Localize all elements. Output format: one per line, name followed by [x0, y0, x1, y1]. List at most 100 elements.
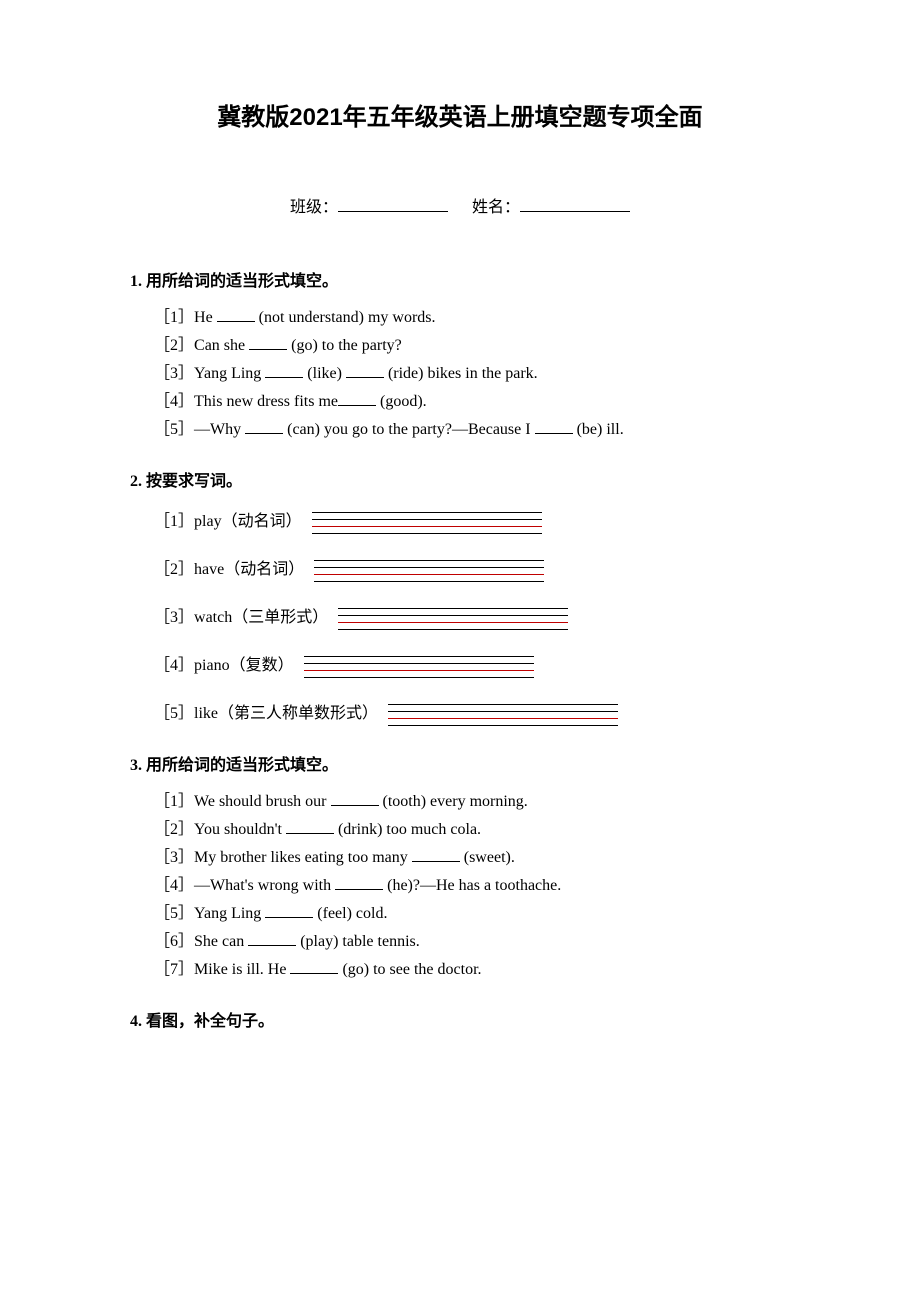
answer-lines[interactable] [314, 554, 544, 582]
item-label: play（动名词） [194, 513, 302, 530]
item-text: —What's wrong with [194, 877, 335, 894]
s3-item-7: ［7］Mike is ill. He (go) to see the docto… [130, 958, 790, 982]
fill-blank[interactable] [290, 960, 338, 974]
item-number: ［5］ [154, 905, 194, 922]
fill-blank[interactable] [265, 904, 313, 918]
underline [304, 671, 534, 678]
underline [388, 705, 618, 712]
section-2-heading: 2. 按要求写词。 [130, 470, 790, 494]
item-text: (like) [303, 365, 346, 382]
underline [312, 506, 542, 513]
item-number: ［3］ [154, 365, 194, 382]
underline [388, 698, 618, 705]
item-number: ［1］ [154, 793, 194, 810]
item-number: ［5］ [154, 705, 194, 722]
document-title: 冀教版2021年五年级英语上册填空题专项全面 [130, 100, 790, 136]
fill-blank[interactable] [245, 420, 283, 434]
underline [304, 657, 534, 664]
answer-lines[interactable] [304, 650, 534, 678]
s3-item-6: ［6］She can (play) table tennis. [130, 930, 790, 954]
s3-item-5: ［5］Yang Ling (feel) cold. [130, 902, 790, 926]
s3-item-1: ［1］We should brush our (tooth) every mor… [130, 790, 790, 814]
item-number: ［1］ [154, 309, 194, 326]
underline-red [314, 568, 544, 575]
underline-red [338, 616, 568, 623]
answer-lines[interactable] [312, 506, 542, 534]
fill-blank[interactable] [346, 364, 384, 378]
s1-item-4: ［4］This new dress fits me (good). [130, 390, 790, 414]
item-number: ［6］ [154, 933, 194, 950]
underline [312, 527, 542, 534]
fill-blank[interactable] [217, 308, 255, 322]
item-text: (ride) bikes in the park. [384, 365, 538, 382]
section-4-heading: 4. 看图，补全句子。 [130, 1010, 790, 1034]
item-text: —Why [194, 421, 245, 438]
fill-blank[interactable] [249, 336, 287, 350]
fill-blank[interactable] [286, 820, 334, 834]
item-text: (go) to the party? [287, 337, 402, 354]
item-number: ［4］ [154, 877, 194, 894]
s3-item-4: ［4］—What's wrong with (he)?—He has a too… [130, 874, 790, 898]
section-3-heading: 3. 用所给词的适当形式填空。 [130, 754, 790, 778]
item-number: ［2］ [154, 561, 194, 578]
item-label: have（动名词） [194, 561, 304, 578]
item-text: (go) to see the doctor. [338, 961, 481, 978]
item-text: (he)?—He has a toothache. [383, 877, 561, 894]
item-number: ［1］ [154, 513, 194, 530]
item-text: (not understand) my words. [255, 309, 436, 326]
s3-item-3: ［3］My brother likes eating too many (swe… [130, 846, 790, 870]
item-text: Can she [194, 337, 249, 354]
item-number: ［5］ [154, 421, 194, 438]
item-text: (play) table tennis. [296, 933, 420, 950]
underline-red [388, 712, 618, 719]
s1-item-2: ［2］Can she (go) to the party? [130, 334, 790, 358]
fill-blank[interactable] [535, 420, 573, 434]
name-blank[interactable] [520, 196, 630, 212]
item-text: He [194, 309, 217, 326]
item-text: My brother likes eating too many [194, 849, 412, 866]
s3-item-2: ［2］You shouldn't (drink) too much cola. [130, 818, 790, 842]
fill-blank[interactable] [412, 848, 460, 862]
underline [338, 623, 568, 630]
item-number: ［7］ [154, 961, 194, 978]
class-label: 班级： [290, 199, 338, 216]
underline [338, 609, 568, 616]
underline [314, 554, 544, 561]
fill-blank[interactable] [335, 876, 383, 890]
item-text: (good). [376, 393, 427, 410]
underline-red [304, 664, 534, 671]
fill-blank[interactable] [265, 364, 303, 378]
underline [314, 575, 544, 582]
underline [388, 719, 618, 726]
fill-blank[interactable] [338, 392, 376, 406]
fill-blank[interactable] [248, 932, 296, 946]
answer-lines[interactable] [338, 602, 568, 630]
underline [304, 650, 534, 657]
s1-item-1: ［1］He (not understand) my words. [130, 306, 790, 330]
item-text: We should brush our [194, 793, 330, 810]
class-blank[interactable] [338, 196, 448, 212]
item-text: (tooth) every morning. [379, 793, 528, 810]
s1-item-5: ［5］—Why (can) you go to the party?—Becau… [130, 418, 790, 442]
student-info-row: 班级： 姓名： [130, 196, 790, 220]
section-1-heading: 1. 用所给词的适当形式填空。 [130, 270, 790, 294]
s2-item-1: ［1］play（动名词） [130, 506, 790, 534]
s2-item-2: ［2］have（动名词） [130, 554, 790, 582]
item-number: ［3］ [154, 609, 194, 626]
s2-item-3: ［3］watch（三单形式） [130, 602, 790, 630]
item-text: (feel) cold. [313, 905, 387, 922]
item-number: ［3］ [154, 849, 194, 866]
item-text: You shouldn't [194, 821, 286, 838]
item-text: Yang Ling [194, 905, 265, 922]
item-text: (drink) too much cola. [334, 821, 481, 838]
item-number: ［4］ [154, 393, 194, 410]
answer-lines[interactable] [388, 698, 618, 726]
item-number: ［2］ [154, 337, 194, 354]
underline [338, 602, 568, 609]
underline-red [312, 520, 542, 527]
s2-item-5: ［5］like（第三人称单数形式） [130, 698, 790, 726]
item-text: Mike is ill. He [194, 961, 290, 978]
fill-blank[interactable] [331, 792, 379, 806]
item-text: Yang Ling [194, 365, 265, 382]
item-label: watch（三单形式） [194, 609, 328, 626]
